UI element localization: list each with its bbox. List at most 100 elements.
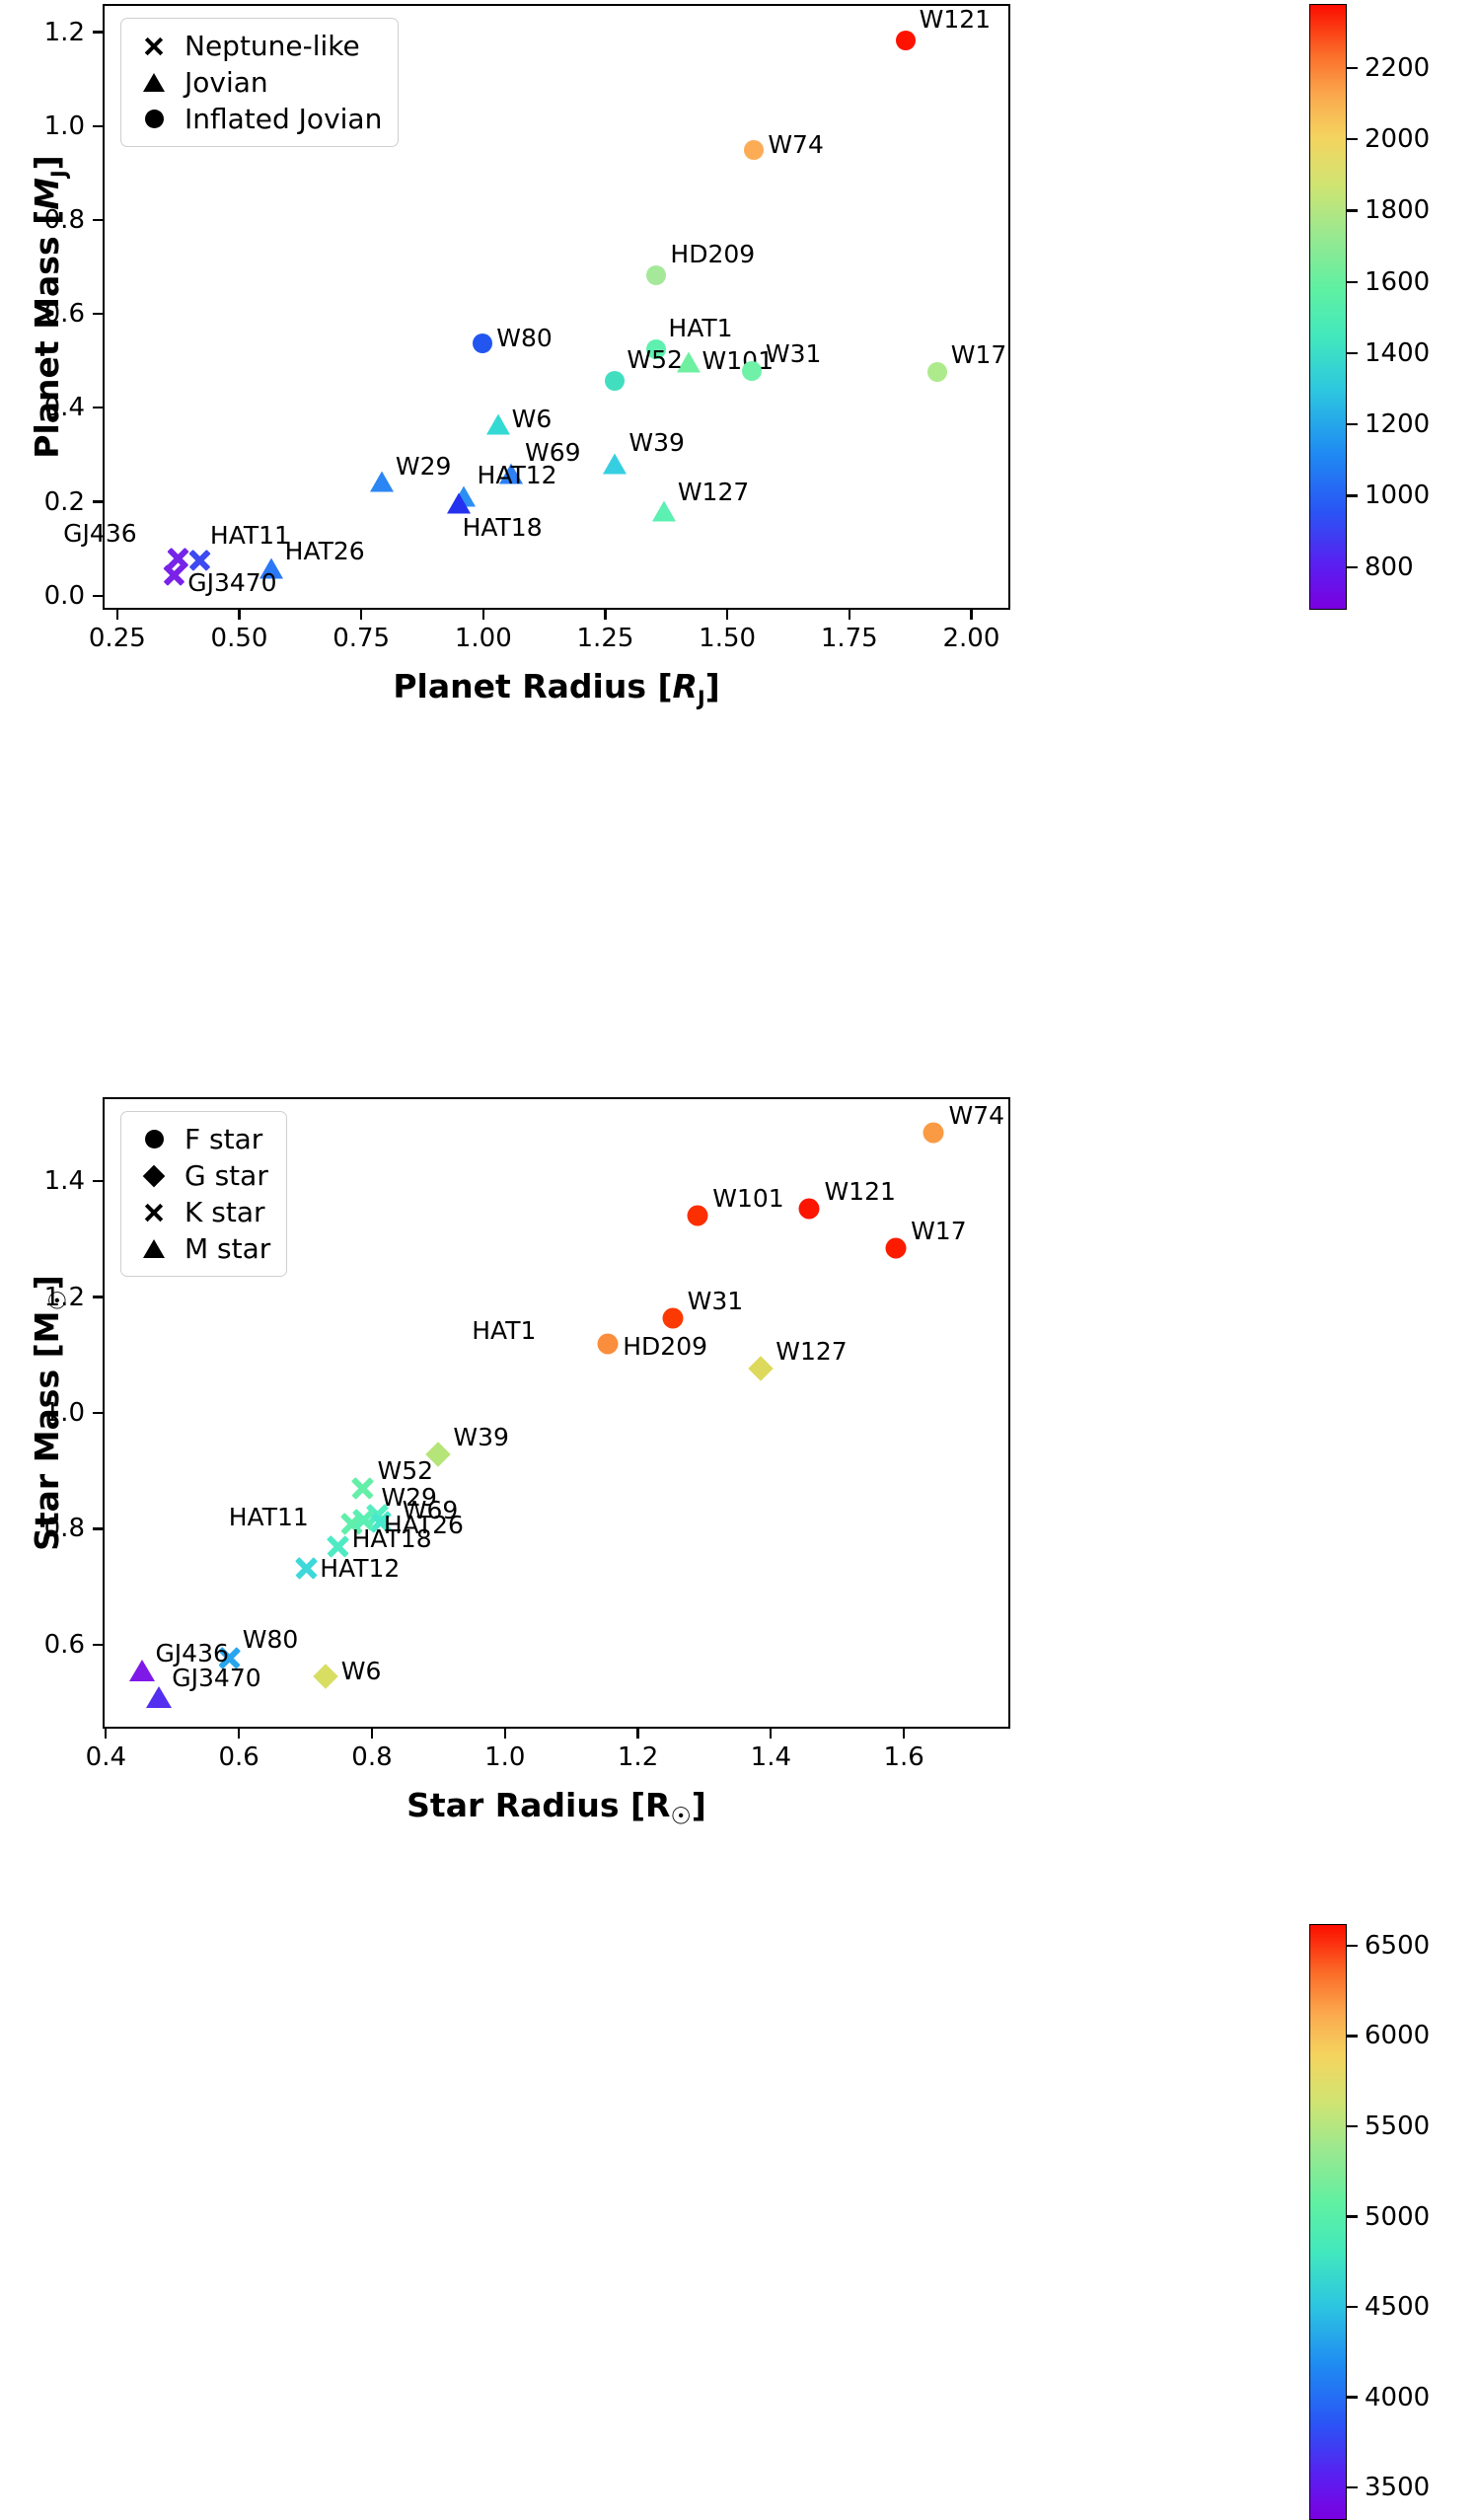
data-point-label: W80 bbox=[496, 323, 553, 352]
data-point-hat26 bbox=[258, 557, 283, 579]
legend-planet-type: Neptune-like Jovian Inflated Jovian bbox=[120, 18, 400, 147]
x-tick-label: 1.4 bbox=[750, 1742, 792, 1772]
y-tick-label: 0.0 bbox=[43, 580, 85, 611]
diamond-marker-icon bbox=[131, 1164, 177, 1187]
data-point-label: HAT26 bbox=[284, 536, 365, 565]
y-tick-label: 1.4 bbox=[43, 1166, 85, 1197]
x-tick-label: 1.0 bbox=[484, 1742, 526, 1772]
data-point-label: W52 bbox=[627, 344, 683, 374]
data-point-w6 bbox=[485, 413, 510, 435]
x-tick-mark bbox=[726, 610, 729, 620]
data-point-w74 bbox=[744, 139, 765, 160]
x-tick-mark bbox=[970, 610, 973, 620]
x-tick-mark bbox=[238, 1729, 241, 1739]
y-tick-mark bbox=[93, 500, 103, 503]
x-tick-mark bbox=[770, 1729, 773, 1739]
x-tick-label: 1.6 bbox=[883, 1742, 924, 1772]
x-tick-mark bbox=[115, 610, 118, 620]
triangle-marker-icon bbox=[131, 1239, 177, 1258]
colorbar-tick-label: 2200 bbox=[1365, 53, 1431, 83]
legend-item[interactable]: Jovian bbox=[131, 64, 382, 101]
data-point-label: W39 bbox=[628, 428, 685, 458]
data-point-label: W127 bbox=[677, 478, 750, 507]
y-tick-label: 1.0 bbox=[43, 111, 85, 141]
legend-item-label: Neptune-like bbox=[185, 30, 360, 62]
y-tick-mark bbox=[93, 1296, 103, 1298]
data-point-label: HAT1 bbox=[472, 1316, 537, 1346]
colorbar-tick-label: 4500 bbox=[1365, 2292, 1431, 2323]
x-tick-mark bbox=[903, 1729, 906, 1739]
y-tick-label: 1.0 bbox=[43, 1398, 85, 1428]
figure-root: W121 W74 HD209 HAT1 W101 W31 W17 W52 W80 W6 W39 W69… bbox=[0, 0, 1477, 1950]
legend-item[interactable]: M star bbox=[131, 1230, 270, 1267]
data-point-label: W101 bbox=[702, 345, 774, 375]
legend-star-type: F star G star K star M star bbox=[120, 1111, 288, 1277]
x-tick-mark bbox=[636, 1729, 639, 1739]
data-point-label: W39 bbox=[453, 1423, 509, 1452]
data-point-label: HD209 bbox=[670, 240, 756, 269]
y-tick-label: 0.4 bbox=[43, 393, 85, 423]
x-tick-label: 1.50 bbox=[699, 624, 757, 653]
x-axis-title-bottom: Star Radius [R☉] bbox=[406, 1786, 706, 1830]
data-point-label: GJ436 bbox=[63, 518, 137, 548]
colorbar-tick-label: 5000 bbox=[1365, 2201, 1431, 2232]
x-tick-mark bbox=[481, 610, 484, 620]
data-point-w52 bbox=[351, 1477, 374, 1500]
y-tick-mark bbox=[93, 594, 103, 597]
data-point-label: W127 bbox=[775, 1336, 848, 1366]
legend-item[interactable]: F star bbox=[131, 1121, 270, 1157]
data-point-label: W80 bbox=[242, 1625, 299, 1655]
y-tick-mark bbox=[93, 1527, 103, 1530]
colorbar-tick-label: 5500 bbox=[1365, 2111, 1431, 2141]
data-point-w17 bbox=[885, 1237, 907, 1259]
panel-planet-mass-radius: W121 W74 HD209 HAT1 W101 W31 W17 W52 W80 W6 W39 W69… bbox=[0, 0, 1477, 710]
circle-marker-icon bbox=[131, 1130, 177, 1149]
data-point-w127 bbox=[651, 500, 676, 522]
data-point-gj3470 bbox=[146, 1685, 173, 1708]
data-point-label: GJ3470 bbox=[172, 1663, 261, 1692]
data-point-label: W52 bbox=[377, 1456, 434, 1486]
data-point-w101 bbox=[676, 351, 701, 373]
x-tick-label: 1.75 bbox=[820, 624, 878, 653]
data-point-label: W74 bbox=[948, 1100, 1005, 1130]
legend-item-label: Jovian bbox=[185, 66, 268, 99]
data-point-hat18 bbox=[446, 492, 471, 514]
data-point-w121 bbox=[895, 30, 916, 50]
data-point-label: HAT18 bbox=[351, 1524, 432, 1554]
legend-item[interactable]: G star bbox=[131, 1157, 270, 1194]
colorbar-tick-label: 4000 bbox=[1365, 2382, 1431, 2412]
x-tick-mark bbox=[360, 610, 363, 620]
colorbar-tick-mark bbox=[1347, 494, 1358, 497]
y-tick-label: 1.2 bbox=[43, 17, 85, 47]
x-axis-title-top: Planet Radius [RJ] bbox=[393, 667, 720, 710]
panel-star-mass-radius: W74 W121 W101 W17 W31 HD209 HAT1 W127 W39 W52 W29 W… bbox=[0, 829, 1477, 2520]
data-point-label: W29 bbox=[395, 451, 452, 481]
y-tick-label: 1.2 bbox=[43, 1282, 85, 1312]
colorbar-tick-mark bbox=[1347, 351, 1358, 355]
data-point-label: W6 bbox=[511, 404, 553, 433]
legend-item[interactable]: Neptune-like bbox=[131, 28, 382, 64]
x-tick-mark bbox=[370, 1729, 374, 1739]
data-point-label: W17 bbox=[911, 1216, 967, 1245]
y-tick-label: 0.6 bbox=[43, 1629, 85, 1660]
legend-item[interactable]: Inflated Jovian bbox=[131, 101, 382, 137]
colorbar-tick-mark bbox=[1347, 2124, 1358, 2128]
x-tick-label: 1.2 bbox=[617, 1742, 659, 1772]
x-tick-mark bbox=[604, 610, 607, 620]
colorbar-tick-mark bbox=[1347, 565, 1358, 568]
x-tick-mark bbox=[105, 1729, 108, 1739]
data-point-w69 bbox=[499, 463, 523, 484]
colorbar-stellar-temperature bbox=[1309, 1924, 1347, 2520]
y-tick-mark bbox=[93, 1411, 103, 1415]
y-tick-label: 0.6 bbox=[43, 299, 85, 330]
data-point-label: W31 bbox=[765, 339, 822, 369]
legend-item[interactable]: K star bbox=[131, 1194, 270, 1230]
legend-item-label: K star bbox=[185, 1196, 265, 1228]
data-point-w101 bbox=[687, 1205, 708, 1226]
data-point-w121 bbox=[798, 1198, 820, 1220]
x-tick-label: 0.8 bbox=[351, 1742, 393, 1772]
data-point-w39 bbox=[603, 453, 628, 475]
data-point-label: HAT12 bbox=[320, 1553, 401, 1583]
colorbar-tick-label: 800 bbox=[1365, 552, 1414, 582]
x-tick-label: 1.00 bbox=[454, 624, 512, 653]
